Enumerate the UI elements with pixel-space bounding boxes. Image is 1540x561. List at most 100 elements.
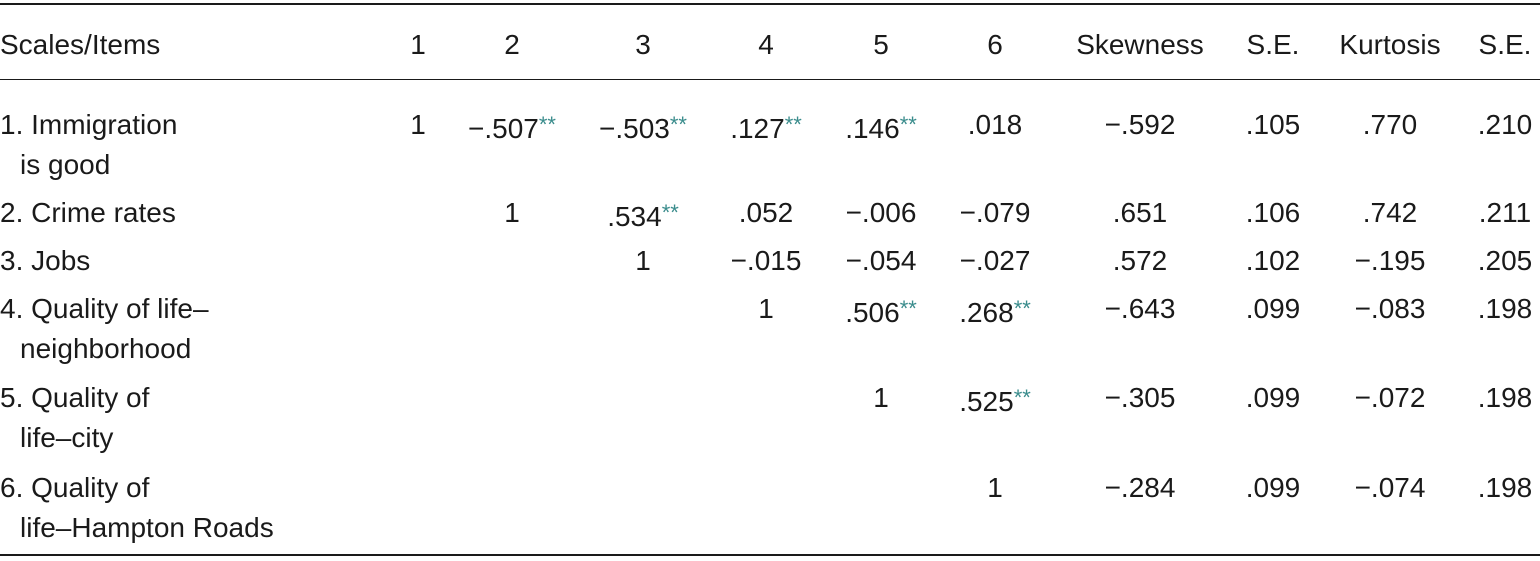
row-label: 6. Quality of (0, 472, 150, 503)
cell-value: −.195 (1354, 245, 1426, 276)
cell-value: .198 (1477, 472, 1533, 503)
cell: −.079 (915, 196, 1075, 230)
cell-value: .099 (1245, 382, 1301, 413)
cell: −.027 (915, 244, 1075, 278)
cell-value: −.015 (730, 245, 802, 276)
cell-value: .742 (1362, 197, 1418, 228)
cell: .099 (1193, 381, 1353, 415)
cell-value: −.305 (1104, 382, 1176, 413)
cell-value: .205 (1477, 245, 1533, 276)
bottom-rule (0, 554, 1540, 556)
cell-value: .099 (1245, 293, 1301, 324)
row-label: 5. Quality of (0, 382, 150, 413)
cell: .198 (1425, 471, 1540, 505)
cell: 1 (563, 244, 723, 278)
cell-value: .525 (959, 386, 1014, 417)
significance: ** (784, 112, 802, 137)
significance: ** (899, 296, 917, 321)
cell-value: −.054 (845, 245, 917, 276)
cell: .018 (915, 108, 1075, 142)
row-label: neighborhood (20, 333, 192, 364)
cell: .106 (1193, 196, 1353, 230)
cell-value: −.592 (1104, 109, 1176, 140)
cell-value: 1 (410, 109, 426, 140)
cell-value: .506 (845, 297, 900, 328)
cell: .198 (1425, 292, 1540, 326)
header-cell: 3 (635, 29, 651, 60)
cell-value: −.079 (959, 197, 1031, 228)
cell-value: .099 (1245, 472, 1301, 503)
cell: .525** (915, 381, 1075, 419)
cell-value: .534 (607, 201, 662, 232)
cell: −.074 (1310, 471, 1470, 505)
cell-value: .127 (730, 113, 785, 144)
cell-value: .146 (845, 113, 900, 144)
cell: .127** (686, 108, 846, 146)
cell: .534** (563, 196, 723, 234)
cell: .506** (801, 292, 961, 330)
cell: 1 (432, 196, 592, 230)
significance: ** (899, 112, 917, 137)
cell: −.305 (1060, 381, 1220, 415)
cell-value: 1 (504, 197, 520, 228)
cell: .198 (1425, 381, 1540, 415)
header-cell: 4 (758, 29, 774, 60)
significance: ** (538, 112, 556, 137)
cell-value: −.074 (1354, 472, 1426, 503)
cell-value: 1 (635, 245, 651, 276)
row-label: 3. Jobs (0, 245, 91, 276)
cell: −.284 (1060, 471, 1220, 505)
cell: −.643 (1060, 292, 1220, 326)
row-label: is good (20, 149, 111, 180)
cell: .268** (915, 292, 1075, 330)
cell: 1 (915, 471, 1075, 505)
header-cell: S.E. (1246, 29, 1300, 60)
cell-value: .018 (967, 109, 1023, 140)
cell: −.015 (686, 244, 846, 278)
cell-value: −.503 (599, 113, 670, 144)
cell: .210 (1425, 108, 1540, 142)
cell: .572 (1060, 244, 1220, 278)
cell-value: −.006 (845, 197, 917, 228)
cell-value: 1 (873, 382, 889, 413)
row-label: life–Hampton Roads (20, 512, 274, 543)
cell-value: 1 (987, 472, 1003, 503)
cell: .651 (1060, 196, 1220, 230)
cell-value: −.083 (1354, 293, 1426, 324)
header-cell: 5 (873, 29, 889, 60)
cell: −.054 (801, 244, 961, 278)
cell: .052 (686, 196, 846, 230)
cell: 1 (801, 381, 961, 415)
cell-value: .198 (1477, 293, 1533, 324)
cell: .742 (1310, 196, 1470, 230)
cell-value: −.643 (1104, 293, 1176, 324)
cell: .105 (1193, 108, 1353, 142)
significance: ** (1013, 385, 1031, 410)
cell: −.503** (563, 108, 723, 146)
cell: .205 (1425, 244, 1540, 278)
header-cell: S.E. (1478, 29, 1532, 60)
cell: −.507** (432, 108, 592, 146)
cell-value: −.507 (468, 113, 539, 144)
header-cell: 2 (504, 29, 520, 60)
cell-value: .211 (1478, 197, 1532, 228)
header-cell: Skewness (1076, 29, 1204, 60)
cell: 1 (686, 292, 846, 326)
top-rule (0, 3, 1540, 5)
header-cell: Scales/Items (0, 29, 161, 60)
row-label: 1. Immigration (0, 109, 178, 140)
cell: .146** (801, 108, 961, 146)
cell: .211 (1425, 196, 1540, 230)
cell-value: −.284 (1104, 472, 1176, 503)
cell: −.072 (1310, 381, 1470, 415)
cell: .099 (1193, 292, 1353, 326)
row-label: 2. Crime rates (0, 197, 176, 228)
cell: −.006 (801, 196, 961, 230)
row-label: life–city (20, 422, 114, 453)
cell: .770 (1310, 108, 1470, 142)
header-cell: 1 (410, 29, 426, 60)
header-cell: 6 (987, 29, 1003, 60)
row-label: 4. Quality of life– (0, 293, 209, 324)
significance: ** (1013, 296, 1031, 321)
cell-value: −.072 (1354, 382, 1426, 413)
